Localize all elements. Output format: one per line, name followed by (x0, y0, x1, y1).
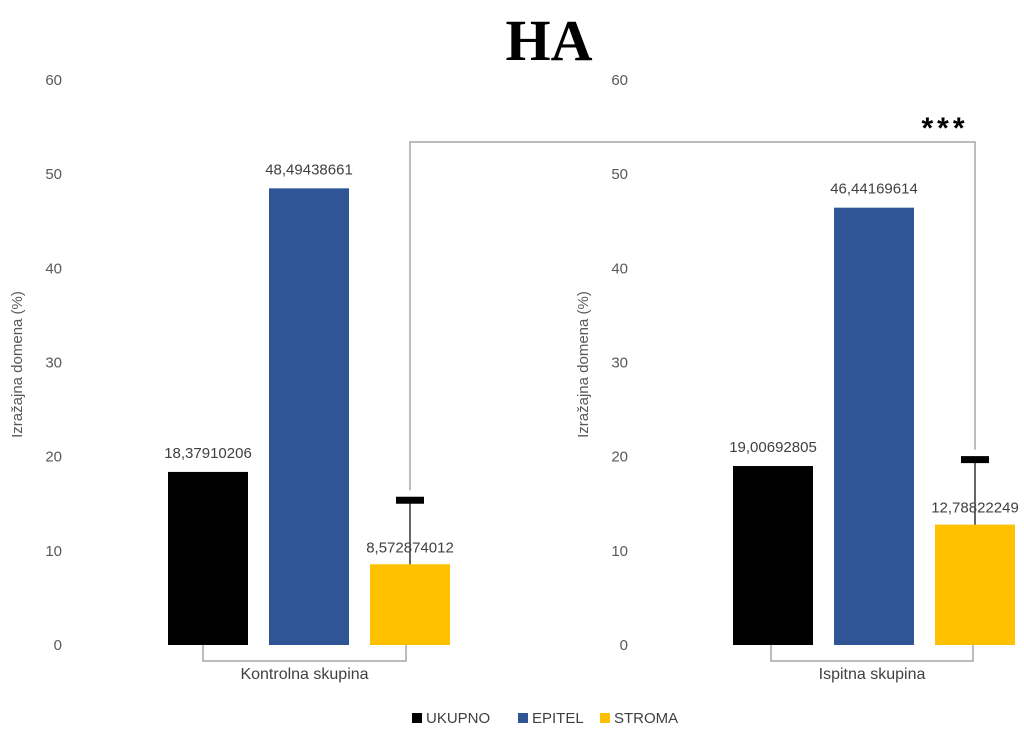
data-label: 18,37910206 (164, 445, 252, 462)
y-tick-label: 40 (611, 260, 628, 277)
y-tick-label: 20 (611, 449, 628, 466)
data-label: 8,572874012 (366, 539, 454, 556)
data-label: 46,44169614 (830, 181, 918, 198)
legend-swatch-epitel (518, 713, 528, 723)
legend-label-ukupno: UKUPNO (426, 710, 490, 727)
legend-label-epitel: EPITEL (532, 710, 584, 727)
y-axis-label: Izražajna domena (%) (9, 291, 26, 438)
y-axis-label: Izražajna domena (%) (575, 291, 592, 438)
significance-line (409, 141, 976, 491)
bar-stroma (370, 564, 450, 645)
bar-ukupno (168, 471, 248, 645)
y-tick-label: 10 (611, 543, 628, 560)
y-tick-label: 20 (45, 449, 62, 466)
x-category-label: Ispitna skupina (819, 666, 926, 683)
bar-epitel (834, 207, 914, 646)
chart-panel-2: 0 10 20 30 40 50 60 Izražajna domena (%) Ispitna… (575, 72, 1019, 683)
x-axis-line (202, 645, 407, 662)
chart-legend: UKUPNO EPITEL STROMA (412, 710, 678, 727)
bar-ukupno (733, 466, 813, 645)
error-bar-cap (396, 496, 424, 504)
y-tick-label: 60 (45, 72, 62, 89)
significance-stars: *** (921, 112, 968, 145)
chart-panel-1: 0 10 20 30 40 50 60 Izražajna domena (%) Kontrol… (9, 72, 454, 683)
y-tick-label: 60 (611, 72, 628, 89)
y-tick-label: 0 (620, 637, 628, 654)
legend-swatch-ukupno (412, 713, 422, 723)
y-tick-label: 50 (45, 166, 62, 183)
chart-title: HA (506, 8, 593, 73)
error-bar-cap (961, 456, 989, 464)
legend-label-stroma: STROMA (614, 710, 678, 727)
y-tick-label: 10 (45, 543, 62, 560)
y-tick-label: 50 (611, 166, 628, 183)
y-tick-label: 40 (45, 260, 62, 277)
significance-bracket: *** (409, 112, 976, 491)
bar-epitel (269, 188, 349, 645)
y-tick-label: 30 (611, 355, 628, 372)
y-tick-label: 0 (54, 637, 62, 654)
bar-stroma (935, 524, 1015, 645)
x-category-label: Kontrolna skupina (240, 666, 368, 683)
y-tick-label: 30 (45, 355, 62, 372)
data-label: 19,00692805 (729, 439, 817, 456)
x-axis-line (770, 645, 974, 662)
data-label: 12,78822249 (931, 500, 1019, 517)
data-label: 48,49438661 (265, 161, 353, 178)
legend-swatch-stroma (600, 713, 610, 723)
chart-panels: 0 10 20 30 40 50 60 Izražajna domena (%) Kontrol… (9, 72, 1019, 683)
